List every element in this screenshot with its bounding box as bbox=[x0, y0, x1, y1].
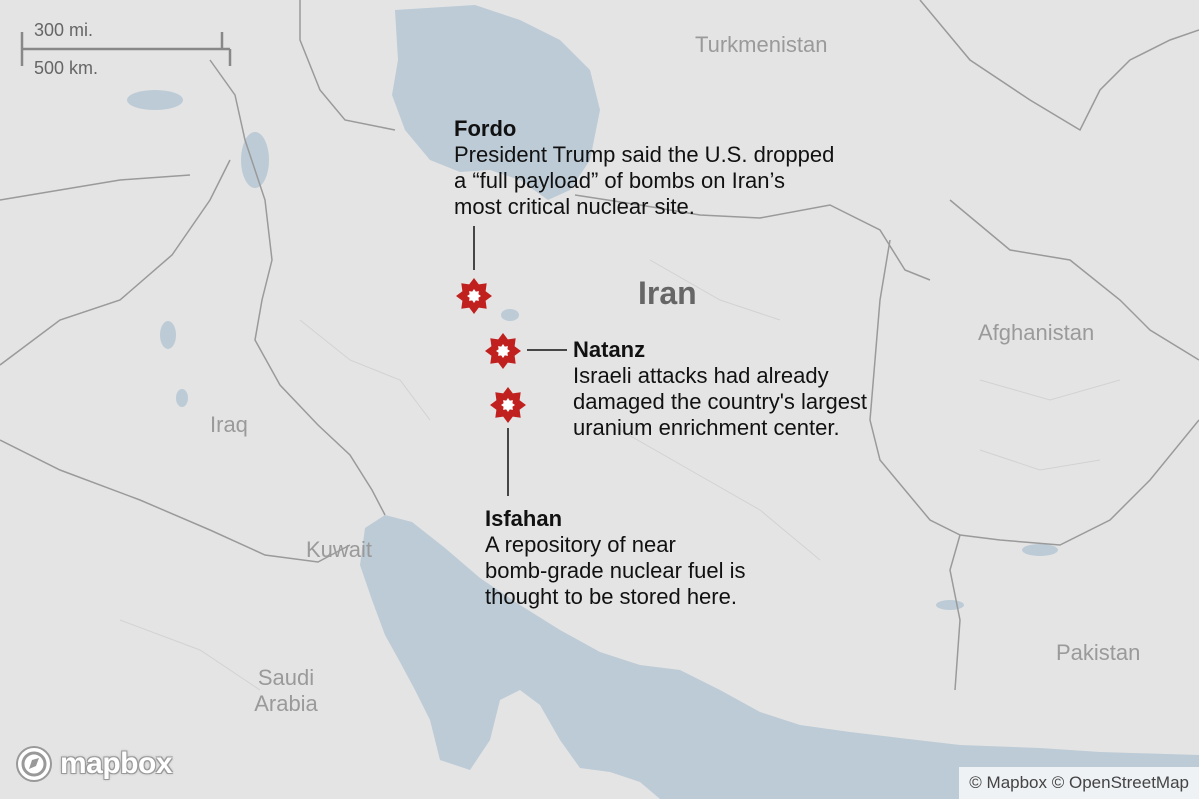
country-borders bbox=[0, 0, 1199, 691]
site-description-line: uranium enrichment center. bbox=[573, 415, 840, 440]
country-label-pakistan: Pakistan bbox=[1056, 640, 1141, 665]
terrain-texture bbox=[119, 259, 1121, 691]
site-description-line: Israeli attacks had already bbox=[573, 363, 829, 388]
scale-miles-label: 300 mi. bbox=[34, 20, 94, 40]
site-description-line: President Trump said the U.S. dropped bbox=[454, 142, 835, 167]
saudi-arabia-line-2: Arabia bbox=[254, 691, 318, 716]
site-name: Isfahan bbox=[485, 506, 563, 531]
mapbox-logo-icon bbox=[16, 746, 52, 782]
site-markers bbox=[456, 278, 526, 423]
natanz-marker bbox=[485, 333, 521, 369]
site-description-line: most critical nuclear site. bbox=[454, 194, 695, 219]
fordo-marker bbox=[456, 278, 492, 314]
persian-gulf bbox=[360, 515, 1199, 799]
isfahan-marker bbox=[490, 387, 526, 423]
country-label-afghanistan: Afghanistan bbox=[978, 320, 1095, 345]
site-description-line: damaged the country's largest bbox=[573, 389, 868, 414]
site-description-line: thought to be stored here. bbox=[485, 584, 737, 609]
site-name: Natanz bbox=[573, 337, 646, 362]
mapbox-logo-text: mapbox bbox=[60, 747, 173, 780]
map-attribution[interactable]: © Mapbox © OpenStreetMap bbox=[959, 767, 1199, 799]
leader-lines bbox=[473, 226, 567, 496]
site-name: Fordo bbox=[454, 116, 517, 141]
country-label-turkmenistan: Turkmenistan bbox=[695, 32, 828, 57]
country-label-iran: Iran bbox=[638, 275, 697, 311]
caspian-sea bbox=[392, 5, 600, 200]
lake-urmia bbox=[241, 132, 269, 188]
saudi-arabia-line-1: Saudi bbox=[257, 665, 315, 690]
country-label-saudi-arabia: Saudi Arabia bbox=[249, 665, 323, 717]
lake-hamun bbox=[1022, 544, 1058, 556]
country-label-iraq: Iraq bbox=[210, 412, 248, 437]
lake-habbaniyah bbox=[176, 389, 188, 407]
site-description-line: bomb-grade nuclear fuel is bbox=[485, 558, 746, 583]
mapbox-logo[interactable]: mapbox bbox=[14, 744, 173, 784]
site-description-line: A repository of near bbox=[485, 532, 676, 557]
lake-qom bbox=[501, 309, 519, 321]
scale-km-label: 500 km. bbox=[34, 58, 99, 78]
site-annotation-isfahan: Isfahan A repository of near bomb-grade … bbox=[485, 506, 745, 610]
lake-van bbox=[127, 90, 183, 110]
lake-jazmurian bbox=[936, 600, 964, 610]
scale-bar bbox=[20, 32, 232, 66]
site-description-line: a “full payload” of bombs on Iran’s bbox=[454, 168, 785, 193]
lake-tharthar bbox=[160, 321, 176, 349]
site-annotation-fordo: Fordo President Trump said the U.S. drop… bbox=[454, 116, 834, 220]
site-annotation-natanz: Natanz Israeli attacks had already damag… bbox=[573, 337, 867, 441]
country-label-kuwait: Kuwait bbox=[306, 537, 373, 562]
